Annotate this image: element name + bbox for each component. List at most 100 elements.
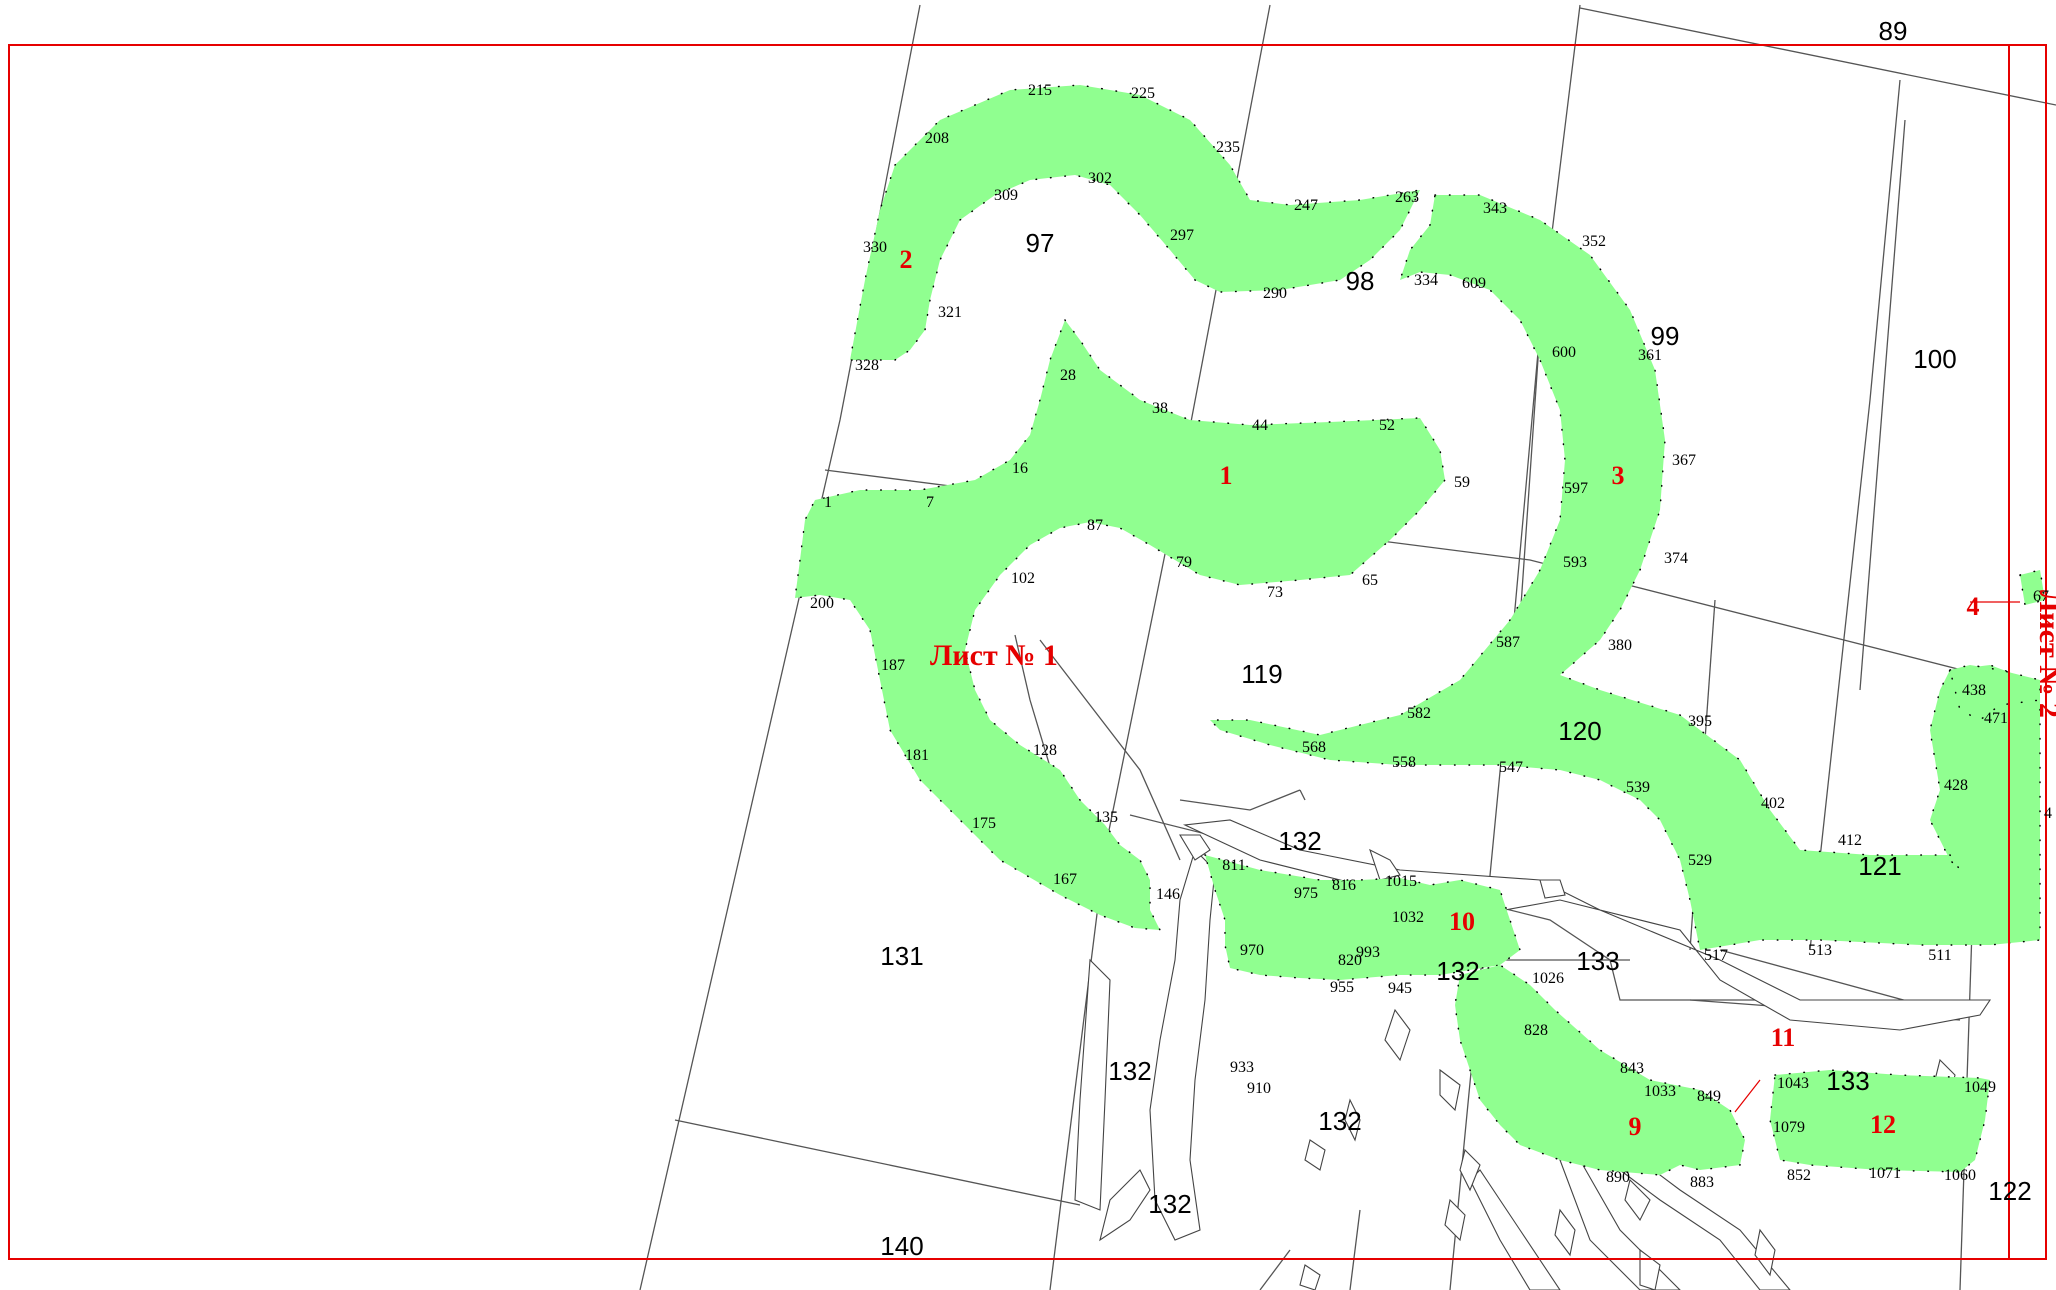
sheet-labels: Лист № 1 Лист № 2 <box>930 590 2056 718</box>
quarter-number: 132 <box>1318 1106 1361 1136</box>
quarter-number: 132 <box>1278 826 1321 856</box>
quarter-number: 100 <box>1913 344 1956 374</box>
quarter-number: 98 <box>1346 266 1375 296</box>
point-number: 52 <box>1379 417 1395 434</box>
point-number: 215 <box>1028 82 1052 99</box>
quarter-number: 119 <box>1241 659 1282 689</box>
quarter-labels: 8997989910011912012112213113213213213213… <box>880 16 2031 1261</box>
area-number: 12 <box>1870 1110 1896 1139</box>
point-number: 539 <box>1626 779 1650 796</box>
point-number: 933 <box>1230 1059 1254 1076</box>
point-number: 208 <box>925 130 949 147</box>
point-number: 609 <box>1462 275 1486 292</box>
point-number: 67 <box>2033 588 2049 605</box>
point-number: 568 <box>1302 739 1326 756</box>
point-number: 955 <box>1330 979 1354 996</box>
plot-10 <box>1203 853 1521 981</box>
point-number: 1015 <box>1385 873 1417 890</box>
point-number: 970 <box>1240 942 1264 959</box>
quarter-number: 99 <box>1651 321 1680 351</box>
point-number: 587 <box>1496 634 1520 651</box>
point-number: 16 <box>1012 460 1028 477</box>
point-number: 438 <box>1962 682 1986 699</box>
point-number: 167 <box>1053 871 1077 888</box>
point-number: 4 <box>2044 805 2052 822</box>
point-number: 235 <box>1216 139 1240 156</box>
point-number: 513 <box>1808 942 1832 959</box>
area-number: 11 <box>1771 1023 1796 1052</box>
plot-3 <box>1208 194 2041 951</box>
point-number: 302 <box>1088 170 1112 187</box>
area-number: 4 <box>1967 592 1980 621</box>
plot-4b <box>1949 664 2041 721</box>
river-features <box>1074 819 1992 1290</box>
point-number: 187 <box>881 657 905 674</box>
point-number: 135 <box>1094 809 1118 826</box>
point-number: 471 <box>1984 710 2008 727</box>
point-number: 593 <box>1563 554 1587 571</box>
point-number: 582 <box>1407 705 1431 722</box>
point-number: 380 <box>1608 637 1632 654</box>
sheet-2-label: Лист № 2 <box>2033 590 2056 718</box>
point-number: 428 <box>1944 777 1968 794</box>
point-number: 28 <box>1060 367 1076 384</box>
point-number: 412 <box>1838 832 1862 849</box>
point-number: 1026 <box>1532 970 1564 987</box>
point-number: 175 <box>972 815 996 832</box>
point-number: 59 <box>1454 474 1470 491</box>
point-number: 1033 <box>1644 1083 1676 1100</box>
point-number: 367 <box>1672 452 1696 469</box>
plot-4 <box>2019 569 2046 606</box>
plot-2 <box>849 84 1422 361</box>
point-number: 529 <box>1688 852 1712 869</box>
point-number: 852 <box>1787 1167 1811 1184</box>
quarter-number: 132 <box>1108 1056 1151 1086</box>
point-number: 334 <box>1414 272 1438 289</box>
point-number: 225 <box>1131 85 1155 102</box>
point-number: 361 <box>1638 347 1662 364</box>
point-number: 87 <box>1087 517 1103 534</box>
point-number: 374 <box>1664 550 1688 567</box>
quarter-number: 133 <box>1576 946 1619 976</box>
point-number: 181 <box>905 747 929 764</box>
point-number: 975 <box>1294 885 1318 902</box>
point-number: 511 <box>1928 947 1951 964</box>
point-number: 102 <box>1011 570 1035 587</box>
point-number: 890 <box>1606 1169 1630 1186</box>
point-number: 328 <box>855 357 879 374</box>
area-number: 1 <box>1220 461 1233 490</box>
quarter-number: 132 <box>1436 956 1479 986</box>
area-number: 3 <box>1612 461 1625 490</box>
point-number: 73 <box>1267 584 1283 601</box>
point-number: 1060 <box>1944 1167 1976 1184</box>
plot-12 <box>1769 1069 1991 1173</box>
point-number: 849 <box>1697 1088 1721 1105</box>
point-number: 330 <box>863 239 887 256</box>
quarter-number: 89 <box>1879 16 1908 46</box>
point-number: 811 <box>1222 857 1245 874</box>
point-number: 910 <box>1247 1080 1271 1097</box>
sheet-frame <box>8 44 2047 1260</box>
point-number: 993 <box>1356 944 1380 961</box>
quarter-number: 120 <box>1558 716 1601 746</box>
point-number: 352 <box>1582 233 1606 250</box>
point-number: 558 <box>1392 754 1416 771</box>
point-number: 297 <box>1170 227 1194 244</box>
point-number: 128 <box>1033 742 1057 759</box>
plot-1 <box>794 318 1446 931</box>
quarter-number: 121 <box>1858 851 1901 881</box>
quarter-number: 131 <box>880 941 923 971</box>
quarter-number: 122 <box>1988 1176 2031 1206</box>
point-number: 395 <box>1688 713 1712 730</box>
quarter-number: 132 <box>1148 1189 1191 1219</box>
point-number: 945 <box>1388 980 1412 997</box>
point-number: 547 <box>1499 759 1523 776</box>
quarter-number: 140 <box>880 1231 923 1261</box>
point-number: 517 <box>1704 947 1728 964</box>
point-number: 146 <box>1156 886 1180 903</box>
point-number: 1079 <box>1773 1119 1805 1136</box>
point-number: 79 <box>1176 554 1192 571</box>
